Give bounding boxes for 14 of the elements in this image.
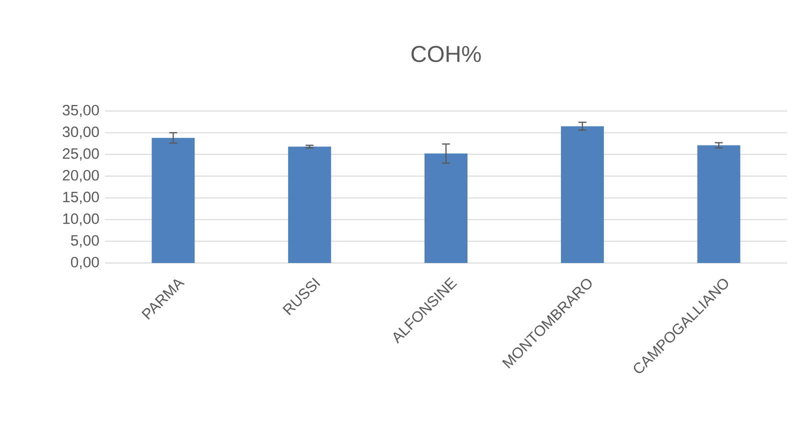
- y-tick-label: 20,00: [62, 170, 99, 182]
- y-tick-label: 25,00: [62, 148, 99, 161]
- y-tick-label: 30,00: [62, 126, 99, 139]
- y-tick-label: 35,00: [62, 104, 99, 118]
- bar: [560, 126, 604, 263]
- bar: [152, 138, 195, 263]
- bar: [424, 154, 468, 263]
- bar: [697, 145, 740, 263]
- chart-title: COH%: [412, 46, 481, 62]
- y-tick-label: 5,00: [70, 235, 99, 248]
- y-tick-label: 0,00: [70, 256, 99, 270]
- y-tick-label: 15,00: [63, 192, 99, 204]
- y-tick-label: 10,00: [63, 213, 99, 226]
- bar: [288, 146, 332, 263]
